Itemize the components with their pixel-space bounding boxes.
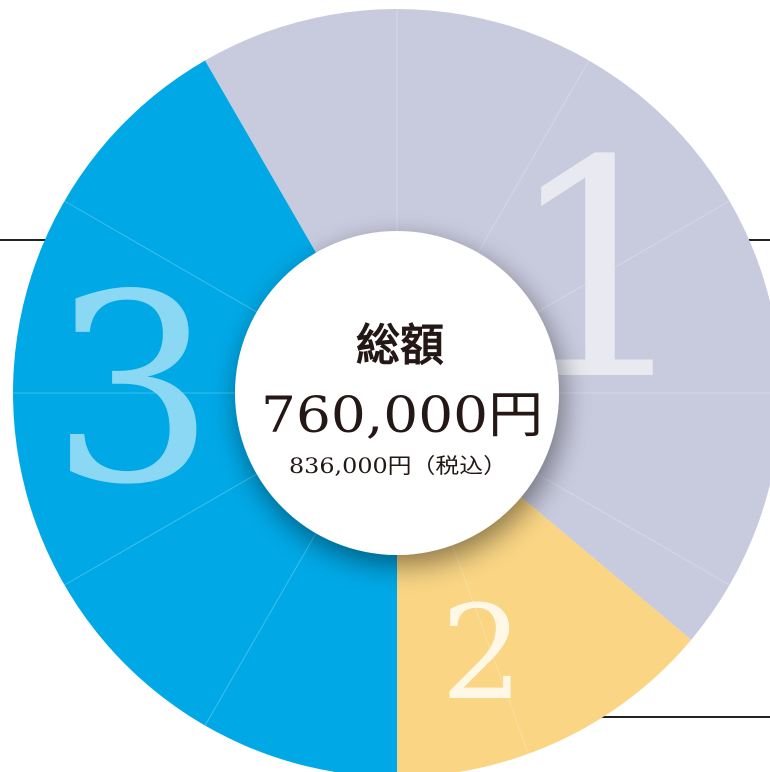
pie-slice-3 <box>13 60 397 772</box>
center-total: 760,000円 <box>261 386 543 444</box>
segment-label-2: 2 <box>441 577 524 729</box>
center-tax-included: 836,000円（税込） <box>289 454 507 478</box>
center-title: 総額 <box>356 320 444 371</box>
segment-label-3: 3 <box>50 240 215 542</box>
center-disc <box>235 231 559 555</box>
